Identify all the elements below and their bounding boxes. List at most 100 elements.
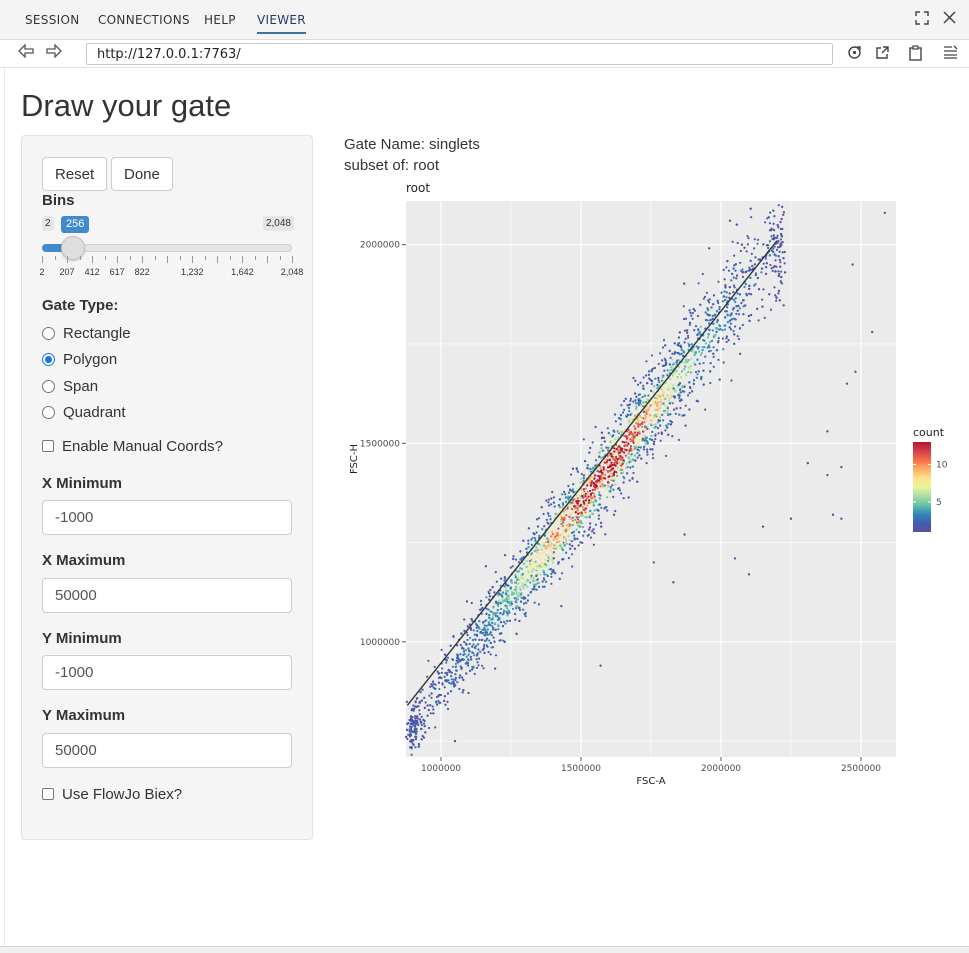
data-point <box>539 544 542 547</box>
data-point <box>542 542 546 545</box>
refresh-icon[interactable] <box>845 45 863 63</box>
flowjo-checkbox[interactable] <box>42 788 54 800</box>
menu-icon[interactable] <box>941 45 959 63</box>
data-point <box>432 712 435 715</box>
data-point <box>747 314 750 318</box>
tab-connections[interactable]: CONNECTIONS <box>98 13 190 27</box>
data-point <box>626 413 629 416</box>
manual-coords-checkbox-row[interactable]: Enable Manual Coords? <box>42 436 223 456</box>
data-point <box>656 421 659 424</box>
data-point <box>634 402 638 405</box>
data-point <box>681 414 684 417</box>
flowjo-checkbox-row[interactable]: Use FlowJo Biex? <box>42 784 182 804</box>
fullscreen-icon[interactable] <box>913 11 931 29</box>
close-icon[interactable] <box>940 11 958 29</box>
data-point <box>633 454 636 457</box>
forward-arrow-icon[interactable] <box>44 43 64 64</box>
manual-coords-checkbox[interactable] <box>42 440 54 452</box>
url-input[interactable] <box>86 43 833 65</box>
data-point <box>526 599 529 602</box>
data-point <box>603 440 606 443</box>
y-minimum-input[interactable] <box>42 655 292 690</box>
data-point <box>611 455 614 458</box>
data-point <box>748 319 751 322</box>
data-point <box>652 443 655 446</box>
tab-help[interactable]: HELP <box>204 13 236 27</box>
data-point <box>735 223 738 226</box>
data-point <box>658 397 661 400</box>
data-point <box>576 497 579 500</box>
data-point <box>782 257 785 260</box>
back-arrow-icon[interactable] <box>16 43 36 64</box>
data-point <box>653 426 656 429</box>
data-point <box>781 227 784 231</box>
data-point <box>624 467 628 470</box>
radio-button[interactable] <box>42 326 55 340</box>
data-point <box>735 312 738 315</box>
data-point <box>736 292 739 295</box>
data-point <box>488 598 491 601</box>
slider-handle[interactable] <box>61 236 86 260</box>
data-point <box>618 445 621 448</box>
data-point <box>594 483 597 486</box>
x-maximum-input[interactable] <box>42 578 292 613</box>
bins-slider[interactable]: 2 2,048 256 2 207 412 617 822 1,232 1,642 2,048 <box>39 216 303 277</box>
radio-button[interactable] <box>42 379 55 393</box>
data-point <box>619 423 622 426</box>
data-point <box>613 463 616 466</box>
data-point <box>729 322 732 325</box>
reset-button[interactable]: Reset <box>42 157 108 191</box>
data-point <box>669 423 673 426</box>
gate-type-option-polygon[interactable]: Polygon <box>42 349 117 369</box>
data-point <box>683 341 686 344</box>
data-point <box>654 433 657 436</box>
data-point <box>409 732 412 735</box>
data-point <box>509 604 512 607</box>
data-point <box>707 344 710 347</box>
data-point <box>479 631 483 634</box>
data-point <box>408 730 411 733</box>
data-point <box>569 517 572 520</box>
data-point <box>544 541 547 544</box>
data-point <box>625 449 628 452</box>
data-point <box>405 700 408 703</box>
data-point <box>532 579 535 582</box>
data-point <box>716 299 719 302</box>
data-point <box>566 493 569 496</box>
data-point <box>674 364 677 367</box>
scatter-plot[interactable]: 1000000 1500000 2000000 2500000100000015000… <box>340 178 960 793</box>
radio-button[interactable] <box>42 405 55 419</box>
data-point <box>770 235 773 238</box>
data-point <box>410 746 413 749</box>
data-point <box>734 325 737 328</box>
tab-viewer[interactable]: VIEWER <box>257 0 306 40</box>
data-point <box>709 370 712 373</box>
data-point <box>659 352 662 355</box>
gate-type-option-span[interactable]: Span <box>42 376 98 396</box>
data-point <box>666 412 669 415</box>
data-point <box>543 558 546 561</box>
gate-type-option-rectangle[interactable]: Rectangle <box>42 323 131 343</box>
data-point <box>662 402 665 405</box>
data-point <box>620 404 623 407</box>
data-point <box>600 525 603 528</box>
data-point <box>558 538 561 541</box>
done-button[interactable]: Done <box>111 157 173 191</box>
open-external-icon[interactable] <box>873 45 891 63</box>
clipboard-icon[interactable] <box>906 45 924 63</box>
gate-type-option-quadrant[interactable]: Quadrant <box>42 402 126 422</box>
data-point <box>589 536 592 539</box>
data-point <box>610 479 613 482</box>
y-maximum-input[interactable] <box>42 733 292 768</box>
data-point <box>418 709 421 712</box>
radio-button[interactable] <box>42 352 55 366</box>
data-point <box>469 669 472 672</box>
outlier-point <box>789 517 793 520</box>
data-point <box>494 612 497 615</box>
data-point <box>592 504 595 507</box>
x-minimum-input[interactable] <box>42 500 292 535</box>
data-point <box>506 619 509 623</box>
tab-session[interactable]: SESSION <box>25 13 80 27</box>
data-point <box>440 671 443 674</box>
data-point <box>677 438 680 441</box>
